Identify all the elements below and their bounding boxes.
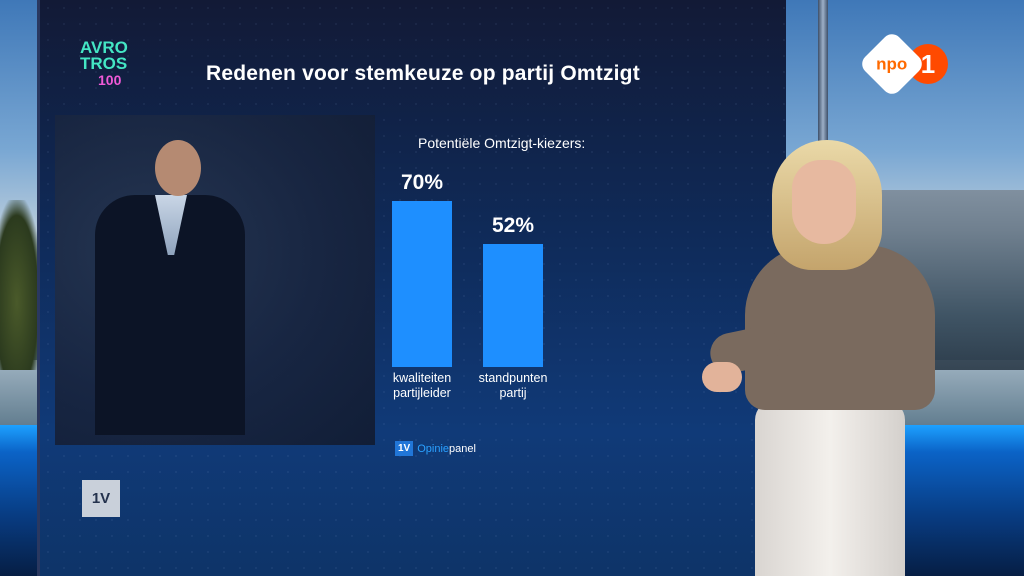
chart-subtitle: Potentiële Omtzigt-kiezers: — [418, 135, 586, 151]
photo-person-head — [155, 140, 201, 196]
source-word-1: Opinie — [417, 442, 450, 455]
source-badge: 1V — [395, 441, 414, 456]
background-trees — [0, 200, 42, 370]
bar-value-label-0: 70% — [400, 171, 444, 195]
bar-category-label-1: standpunten partij — [478, 371, 548, 400]
avrotros-logo: AVRO TROS 100 — [80, 38, 140, 88]
npo-logo-text: npo — [876, 54, 908, 73]
npo1-logo: npo 1 — [858, 30, 948, 98]
source-word-2: panel — [449, 442, 476, 455]
avrotros-logo-line1: AVRO — [80, 38, 128, 57]
avrotros-logo-line3: 100 — [98, 72, 122, 88]
presenter — [700, 140, 960, 576]
npo-logo-number: 1 — [908, 44, 948, 84]
bar-value-label-1: 52% — [491, 213, 535, 237]
presenter-legs — [755, 400, 905, 576]
bar-chart: 70% kwaliteiten partijleider 52% standpunte… — [380, 160, 580, 420]
bar-0 — [392, 201, 452, 367]
presenter-torso — [745, 245, 935, 410]
avrotros-logo-line2: TROS — [80, 54, 128, 73]
presenter-hand — [702, 362, 742, 392]
npo-logo-mark: npo — [858, 30, 926, 98]
corner-1v-badge: 1V — [82, 480, 120, 517]
bar-category-label-0: kwaliteiten partijleider — [392, 371, 452, 400]
presenter-face — [792, 160, 856, 244]
source-label: 1V Opinie panel — [395, 441, 476, 456]
graphic-title: Redenen voor stemkeuze op partij Omtzigt — [206, 62, 640, 85]
bar-1 — [483, 243, 543, 367]
